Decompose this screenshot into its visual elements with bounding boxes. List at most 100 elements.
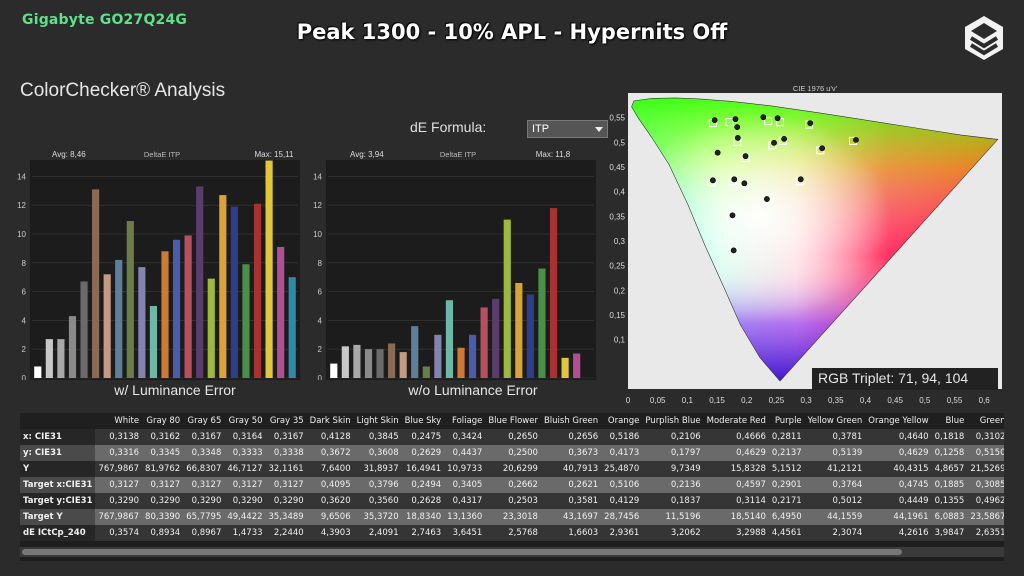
chart-lum-caption: w/ Luminance Error [114, 382, 236, 398]
table-cell: 767,9867 [95, 509, 143, 525]
horizontal-scrollbar[interactable] [20, 547, 1004, 557]
table-cell: 3,9847 [931, 525, 968, 541]
table-column-header[interactable]: Orange [601, 413, 643, 429]
table-corner [20, 413, 96, 429]
table-column-header[interactable]: Yellow Green [804, 413, 866, 429]
table-cell: 49,4422 [224, 509, 266, 525]
table-column-header[interactable]: Blue [931, 413, 968, 429]
chart-lum-ytick-label: 14 [17, 172, 26, 181]
table-cell: 65,7795 [183, 509, 225, 525]
cie-xtick-label: 0,55 [947, 396, 963, 405]
scrollbar-thumb[interactable] [22, 549, 902, 555]
chart-lum-bar-magenta [277, 246, 285, 378]
chart-nolum-ytick-label: 10 [313, 230, 322, 239]
table-cell: 66,8307 [183, 461, 225, 477]
table-column-header[interactable]: Light Skin [353, 413, 402, 429]
bar-chart-without-luminance: Avg: 3,94 DeltaE ITP Max: 11,8 0 2 4 6 8 10 12… [313, 150, 596, 380]
table-cell: 0,1818 [931, 429, 968, 445]
table-column-header[interactable]: Purple [768, 413, 805, 429]
table-column-header[interactable]: Gray 35 [265, 413, 307, 429]
table-cell: 0,3085 [967, 477, 1004, 493]
table-cell: 16,4941 [401, 461, 445, 477]
table-row[interactable]: Y 767,9867 81,9762 66,8307 46,7127 32,1161 7,6… [20, 461, 1004, 477]
chart-lum-bar-white [34, 366, 42, 378]
table-row[interactable]: dE ICtCp_240 0,3574 0,8934 0,8967 1,4733 2,24… [20, 525, 1004, 541]
table-column-header[interactable]: Blue Sky [401, 413, 445, 429]
table-cell: 40,7913 [540, 461, 602, 477]
table-cell: 1,6603 [540, 525, 602, 541]
table-cell: 0,3345 [142, 445, 184, 461]
table-column-header[interactable]: Dark Skin [306, 413, 354, 429]
chart-lum-bar-green [242, 264, 250, 378]
table-cell: 25,4870 [601, 461, 643, 477]
table-cell: 0,4666 [703, 429, 769, 445]
cie-measured-point [771, 139, 777, 146]
cie-ytick-label: 0,3 [614, 237, 626, 246]
table-cell: 6,4950 [768, 509, 805, 525]
table-column-header[interactable]: Green [967, 413, 1004, 429]
table-column-header[interactable]: Bluish Green [540, 413, 602, 429]
chart-lum-max: Max: 15,11 [255, 150, 295, 159]
cie-measured-point [734, 124, 741, 130]
cie-xtick-label: 0,4 [860, 396, 872, 405]
chevron-down-icon [595, 127, 603, 132]
chart-lum-ytick-label: 8 [22, 259, 27, 268]
formula-dropdown[interactable]: ITP [527, 120, 608, 138]
chart-lum-bar-purple [196, 186, 204, 378]
table-cell: 0,3127 [265, 477, 307, 493]
table-cell: 0,3333 [224, 445, 266, 461]
table-column-header[interactable]: Gray 80 [142, 413, 184, 429]
table-cell: 9,6506 [306, 509, 354, 525]
table-column-header[interactable]: Gray 65 [183, 413, 225, 429]
chart-nolum-bar-light-skin [399, 352, 407, 378]
table-cell: 0,5012 [804, 493, 866, 509]
cie-target-marker [725, 118, 734, 127]
table-cell: 41,2121 [804, 461, 866, 477]
table-cell: 7,6400 [306, 461, 354, 477]
chart-nolum-ytick-label: 0 [318, 374, 323, 380]
chart-nolum-bar-white [330, 363, 338, 378]
measurement-table[interactable]: White Gray 80 Gray 65 Gray 50 Gray 35 Dark Sk… [20, 413, 1004, 561]
cie-measured-point [741, 180, 748, 187]
table-row[interactable]: y: CIE31 0,3316 0,3345 0,3348 0,3333 0,3338 0,… [20, 445, 1004, 461]
cie-measured-point [819, 145, 826, 152]
table-column-header[interactable]: Purplish Blue [642, 413, 704, 429]
table-row[interactable]: Target x:CIE31 0,3127 0,3127 0,3127 0,3127 0,… [20, 477, 1004, 493]
table-column-header[interactable]: Orange Yellow [865, 413, 932, 429]
table-cell: 0,4962 [967, 493, 1004, 509]
table-cell: 3,6451 [444, 525, 486, 541]
table-row[interactable]: Target y:CIE31 0,3290 0,3290 0,3290 0,3290 0,… [20, 493, 1004, 509]
table-column-header[interactable]: Moderate Red [703, 413, 769, 429]
table-cell: 40,4315 [865, 461, 932, 477]
table-cell: 4,4561 [768, 525, 805, 541]
table-cell: 2,5768 [485, 525, 541, 541]
table-cell: 2,3074 [804, 525, 866, 541]
table-cell: 23,3018 [485, 509, 541, 525]
table-row[interactable]: x: CIE31 0,3138 0,3162 0,3167 0,3164 0,3167 0,… [20, 429, 1004, 445]
cie-measured-point [711, 117, 718, 124]
table-cell: 18,8340 [401, 509, 445, 525]
spectral-locus [631, 97, 999, 382]
cie-xtick-label: 0 [626, 396, 631, 405]
rgb-triplet-readout: RGB Triplet: 71, 94, 104 [812, 368, 998, 390]
page-headline: Peak 1300 - 10% APL - Hypernits Off [296, 20, 728, 44]
chart-nolum-ytick-label: 12 [313, 201, 322, 210]
table-column-header[interactable]: Blue Flower [485, 413, 541, 429]
table-cell: 11,5196 [642, 509, 704, 525]
table-cell: 0,4597 [703, 477, 769, 493]
table-row[interactable]: Target Y 767,9867 80,3390 65,7795 49,4422 35,… [20, 509, 1004, 525]
table-cell: 3,2062 [642, 525, 704, 541]
chart-lum-ytick-label: 2 [22, 345, 27, 354]
chart-nolum-ytick-label: 14 [313, 172, 322, 181]
table-column-header[interactable]: Gray 50 [224, 413, 266, 429]
table-cell: 2,9361 [601, 525, 643, 541]
chart-nolum-title: DeltaE ITP [440, 150, 476, 159]
table-cell: 20,6299 [485, 461, 541, 477]
chart-lum-bar-orange [161, 251, 169, 378]
table-column-header[interactable]: Foliage [444, 413, 486, 429]
chart-nolum-bar-red [549, 208, 558, 378]
chart-nolum-avg: Avg: 3,94 [350, 150, 384, 159]
table-cell: 0,3167 [265, 429, 307, 445]
table-column-header[interactable]: White [95, 413, 143, 429]
table-cell: 0,2503 [485, 493, 541, 509]
